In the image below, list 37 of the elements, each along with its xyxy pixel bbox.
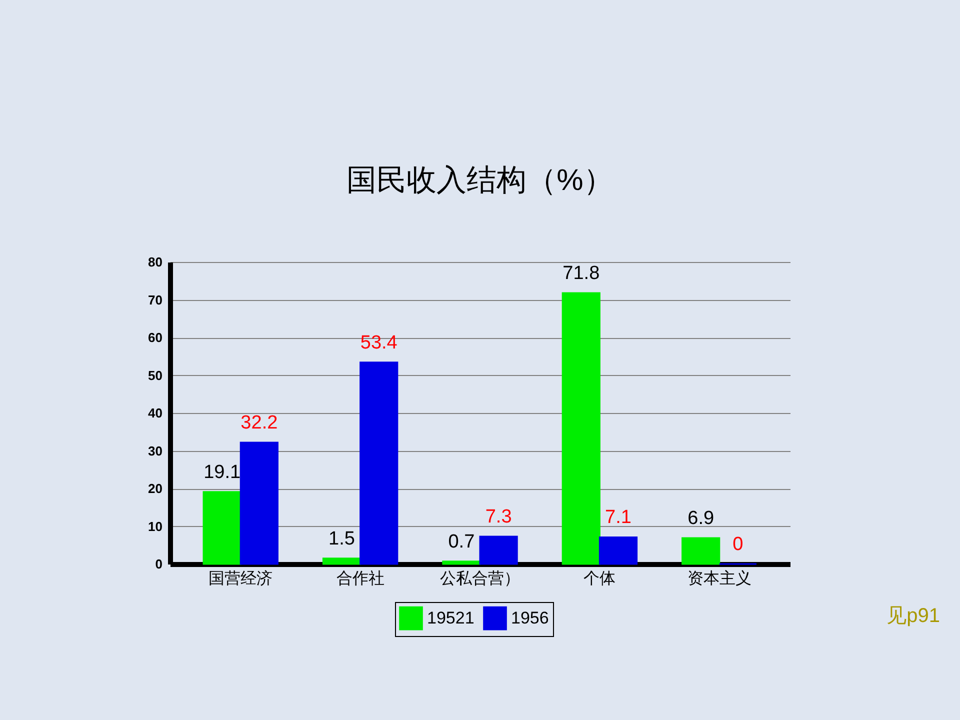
bar: [598, 536, 638, 565]
data-label: 0: [732, 534, 744, 555]
y-tick-label: 60: [148, 330, 162, 345]
text: 见p91: [886, 605, 940, 627]
bar: [202, 491, 242, 565]
data-label: 71.8: [562, 262, 600, 284]
y-tick-label: 40: [148, 406, 162, 420]
data-label: 53.4: [360, 332, 398, 354]
bar: [479, 536, 518, 565]
legend-label: 19521: [427, 608, 474, 628]
bar: [240, 442, 278, 565]
x-tick-label: 资本主义: [687, 570, 752, 588]
chart-title: 国民收入结构（%）: [346, 164, 614, 197]
bar: [360, 362, 398, 565]
data-label: 6.9: [688, 508, 714, 529]
data-label: 7.3: [485, 506, 512, 528]
data-label: 19.1: [204, 462, 241, 483]
data-label: 0.7: [448, 531, 475, 552]
y-tick-label: 30: [148, 443, 162, 458]
y-tick-label: 0: [155, 556, 162, 572]
x-tick-label: 合作社: [336, 570, 384, 588]
data-label: 32.2: [240, 412, 278, 434]
bar: [682, 537, 720, 565]
y-tick-label: 20: [148, 481, 162, 496]
x-tick-label: 公私合营）: [440, 570, 520, 588]
y-tick-label: 50: [148, 368, 162, 383]
bar: [562, 292, 600, 565]
y-tick-label: 10: [148, 518, 162, 534]
x-tick-label: 国营经济: [208, 570, 273, 588]
bar: [322, 558, 362, 565]
legend-label: 1956: [511, 608, 549, 628]
bar: [442, 560, 481, 565]
data-label: 1.5: [328, 528, 355, 550]
x-tick-label: 个体: [584, 570, 616, 588]
data-label: 7.1: [605, 507, 632, 528]
y-tick-label: 80: [148, 254, 162, 270]
y-tick-label: 70: [148, 292, 162, 308]
